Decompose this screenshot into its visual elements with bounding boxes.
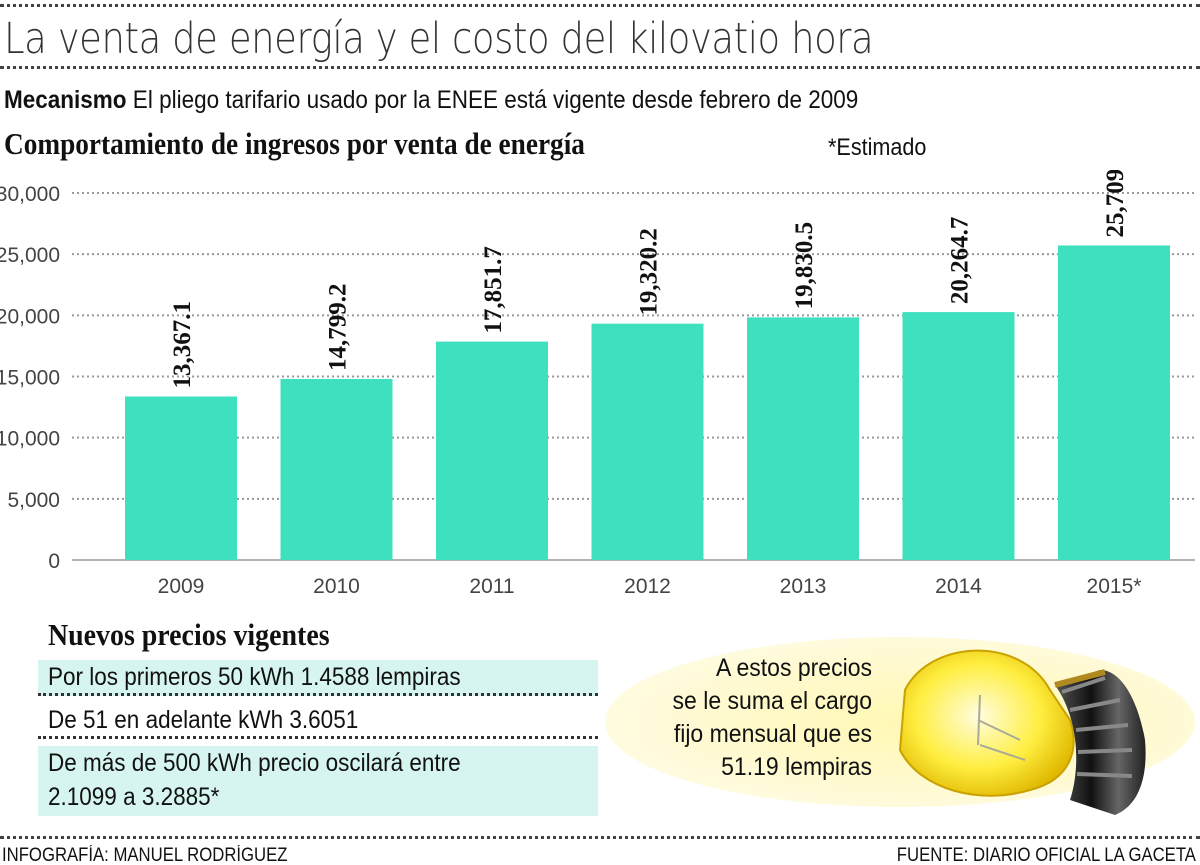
data-label: 13,367.1 [169, 301, 196, 389]
data-label: 17,851.7 [480, 246, 507, 334]
data-label: 14,799.2 [325, 283, 352, 371]
top-divider [0, 4, 1200, 7]
page-title: La venta de energía y el costo del kilov… [4, 14, 874, 64]
bar [1058, 245, 1170, 560]
y-tick-label: 0 [48, 550, 60, 573]
note-line: fijo mensual que es [673, 720, 872, 748]
bar-chart: 0 5,000 10,000 15,000 20,000 25,000 30,000 2009… [0, 170, 1195, 598]
price-text: 2.1099 a 3.2885* [48, 783, 220, 811]
data-label: 19,320.2 [636, 228, 663, 315]
y-tick-label: 20,000 [0, 305, 60, 328]
subtitle-text: El pliego tarifario usado por la ENEE es… [126, 86, 859, 114]
y-tick-label: 15,000 [0, 367, 60, 390]
price-row: De 51 en adelante kWh 3.6051 [38, 703, 598, 739]
x-tick-label: 2013 [780, 575, 827, 598]
subtitle: Mecanismo El pliego tarifario usado por … [4, 86, 858, 115]
x-tick-label: 2015* [1087, 575, 1142, 598]
price-text: Por los primeros 50 kWh 1.4588 lempiras [48, 663, 461, 691]
bar [747, 317, 859, 560]
price-text: De más de 500 kWh precio oscilará entre [48, 749, 461, 777]
title-divider [0, 66, 1200, 69]
source: FUENTE: DIARIO OFICIAL LA GACETA [896, 845, 1196, 865]
bar [591, 323, 704, 560]
x-tick-label: 2014 [935, 575, 982, 598]
x-tick-label: 2009 [158, 575, 205, 598]
price-row: De más de 500 kWh precio oscilará entre 2… [38, 746, 598, 816]
subtitle-label: Mecanismo [4, 86, 127, 114]
x-tick-label: 2012 [624, 575, 671, 598]
bar [436, 341, 548, 560]
footer-divider [0, 836, 1200, 839]
prices-title: Nuevos precios vigentes [48, 617, 330, 652]
bar [902, 312, 1015, 560]
note-line: A estos precios [716, 654, 872, 682]
data-label: 25,709.1 [1102, 170, 1129, 237]
data-label: 19,830.5 [791, 222, 818, 310]
light-bulb-icon [605, 637, 1195, 815]
note-line: 51.19 lempiras [721, 753, 872, 781]
y-tick-label: 30,000 [0, 183, 60, 206]
x-tick-label: 2010 [313, 575, 360, 598]
credit: INFOGRAFÍA: MANUEL RODRÍGUEZ [2, 845, 288, 865]
chart-title: Comportamiento de ingresos por venta de … [4, 126, 585, 161]
y-tick-label: 25,000 [0, 244, 60, 267]
price-text: De 51 en adelante kWh 3.6051 [48, 706, 359, 734]
bar [125, 396, 237, 560]
fixed-charge-note: A estos precios se le suma el cargo fijo… [650, 652, 872, 784]
y-tick-label: 10,000 [0, 428, 60, 451]
bar [280, 378, 393, 560]
data-label: 20,264.7 [947, 217, 974, 304]
price-row: Por los primeros 50 kWh 1.4588 lempiras [38, 660, 598, 696]
x-tick-label: 2011 [469, 575, 514, 598]
y-tick-label: 5,000 [7, 489, 60, 512]
estimate-note: *Estimado [828, 134, 927, 161]
note-line: se le suma el cargo [672, 687, 872, 715]
